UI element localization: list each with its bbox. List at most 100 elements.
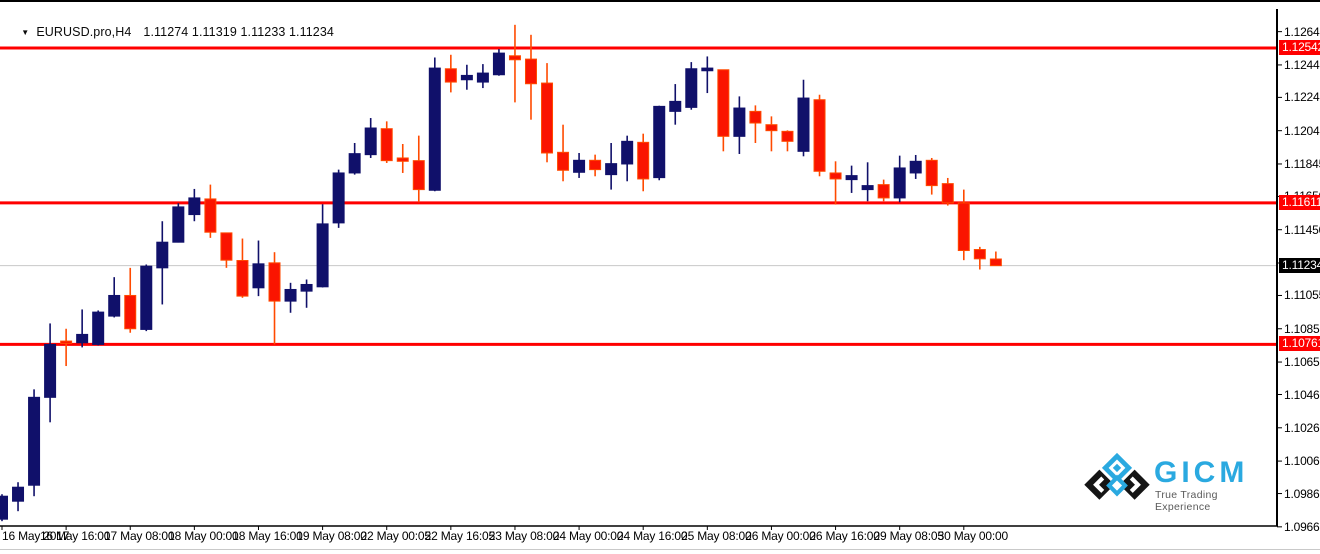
candle-body [236, 260, 249, 297]
candlestick [460, 64, 473, 90]
symbol-dropdown-icon[interactable]: ▼ [21, 28, 30, 37]
y-axis-label: 1.10460 [1284, 387, 1320, 402]
x-axis-label: 18 May 00:00 [168, 529, 239, 543]
window-top-border [0, 0, 1320, 2]
candlestick [412, 135, 425, 203]
candle-body [284, 288, 297, 302]
candlestick [621, 135, 634, 182]
candle-body [589, 159, 602, 171]
x-axis-label: 26 May 00:00 [745, 529, 816, 543]
candle-body [653, 105, 666, 179]
resistance-price-label: 1.12542 [1279, 39, 1320, 55]
candlestick [396, 143, 409, 173]
candle-body [268, 262, 281, 302]
candlestick [108, 277, 121, 318]
candle-body [460, 74, 473, 81]
candle-body [573, 159, 586, 173]
chart-title: ▼ EURUSD.pro,H4 1.11274 1.11319 1.11233 1.… [7, 11, 334, 53]
candle-body [877, 184, 890, 199]
candlestick [717, 69, 730, 152]
candle-body [925, 159, 938, 187]
candlestick [989, 251, 1002, 267]
candle-body [941, 183, 954, 204]
gicm-logo-icon [1084, 452, 1150, 500]
x-axis-label: 16 May 2017 [2, 529, 70, 543]
candle-body [621, 140, 634, 165]
candle-body [508, 55, 521, 61]
candle-body [140, 265, 153, 330]
x-axis-label: 24 May 00:00 [552, 529, 624, 543]
candle-body [861, 185, 874, 191]
candle-body [541, 82, 554, 154]
candlestick [316, 204, 329, 288]
candlestick [524, 34, 537, 120]
x-axis-label: 22 May 00:05 [360, 529, 432, 543]
candlestick [925, 157, 938, 195]
candle-body [92, 311, 105, 345]
candlestick [765, 116, 778, 152]
resistance-price-label: 1.11611 [1279, 194, 1320, 210]
candle-body [204, 198, 217, 233]
logo-name: GICM [1154, 456, 1249, 489]
candlestick [733, 96, 746, 154]
symbol-timeframe-label: EURUSD.pro,H4 [36, 25, 132, 39]
candle-body [797, 97, 810, 152]
support-price-label: 1.10761 [1279, 336, 1320, 352]
candle-body [476, 72, 489, 83]
candlestick [476, 64, 489, 89]
candle-body [396, 157, 409, 162]
candlestick [380, 121, 393, 163]
candlestick [557, 124, 570, 182]
x-axis-label: 30 May 00:00 [937, 529, 1009, 543]
candlestick [428, 57, 441, 192]
candle-body [524, 58, 537, 85]
candle-body [765, 124, 778, 132]
candlestick [893, 155, 906, 203]
candle-body [893, 167, 906, 199]
x-axis-label: 23 May 08:00 [488, 529, 560, 543]
candlestick [268, 252, 281, 345]
candle-body [845, 175, 858, 181]
candle-body [252, 263, 265, 289]
candle-body [124, 294, 137, 330]
candle-body [749, 110, 762, 124]
candlestick [813, 94, 826, 177]
x-axis-label: 24 May 16:00 [617, 529, 688, 543]
candlestick [973, 246, 986, 270]
candlestick [220, 232, 233, 268]
candlestick [957, 189, 970, 261]
candlestick [637, 133, 650, 192]
candlestick [781, 130, 794, 152]
candle-body [348, 153, 361, 174]
candle-body [717, 69, 730, 137]
x-axis-label: 17 May 08:00 [104, 529, 175, 543]
candlestick [653, 105, 666, 181]
candlestick [76, 309, 89, 348]
candle-body [605, 163, 618, 176]
candle-body [12, 486, 25, 502]
candlestick [605, 142, 618, 190]
candlestick [28, 389, 41, 497]
candle-body [669, 100, 682, 112]
candle-body [188, 197, 201, 216]
x-axis-label: 29 May 08:05 [873, 529, 945, 543]
x-axis-label: 16 May 16:00 [39, 529, 111, 543]
candlestick [300, 279, 313, 308]
candlestick [541, 63, 554, 163]
candlestick [332, 169, 345, 228]
candlestick [204, 184, 217, 238]
candlestick [364, 118, 377, 158]
y-axis-label: 1.12045 [1284, 123, 1320, 138]
ohlc-readout: 1.11274 1.11319 1.11233 1.11234 [143, 25, 334, 39]
candle-body [412, 160, 425, 191]
x-axis-label: 22 May 16:05 [424, 529, 496, 543]
candlestick [92, 310, 105, 346]
y-axis-label: 1.09865 [1284, 486, 1320, 501]
candlestick [909, 154, 922, 179]
candlestick [188, 188, 201, 222]
candlestick [701, 56, 714, 94]
y-axis-label: 1.10060 [1284, 454, 1320, 469]
candle-body [685, 68, 698, 108]
